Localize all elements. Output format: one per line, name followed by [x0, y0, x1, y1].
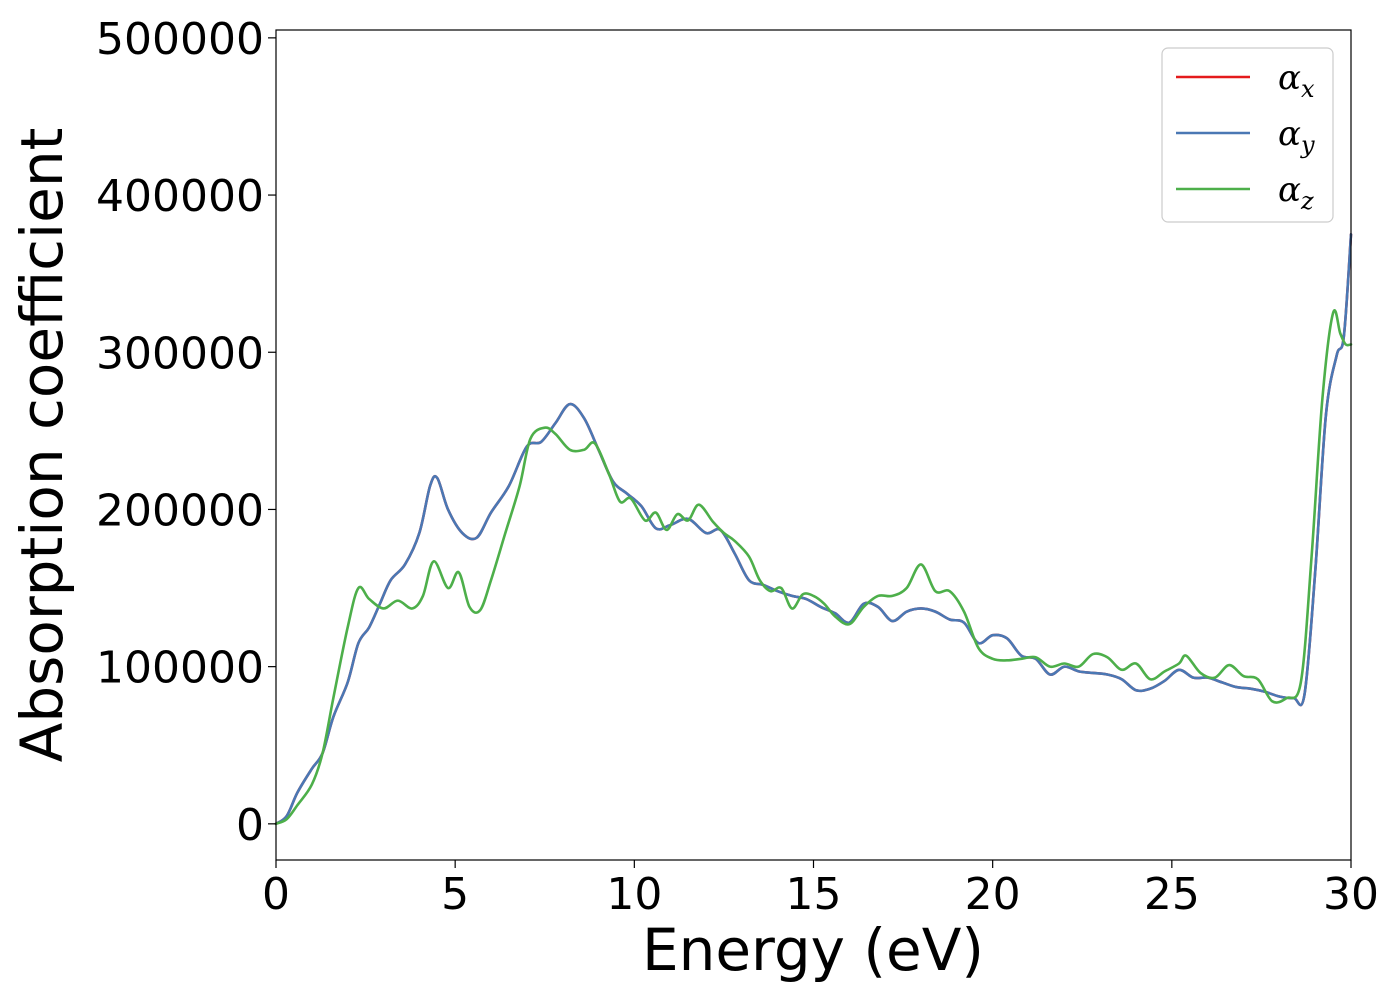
- y-tick-label: 300000: [96, 328, 264, 379]
- x-tick-label: 20: [965, 869, 1021, 920]
- y-axis-title: Absorption coefficient: [8, 128, 76, 763]
- legend: αx αy αz: [1161, 47, 1334, 223]
- x-tick-label: 30: [1323, 869, 1379, 920]
- series-line-y: [274, 233, 1353, 826]
- series-lines: [274, 233, 1353, 826]
- x-tick-label: 15: [786, 869, 842, 920]
- x-tick-label: 0: [262, 869, 290, 920]
- y-axis-ticks: 0 100000 200000 300000 400000 500000: [96, 14, 276, 851]
- legend-box: [1161, 47, 1334, 223]
- y-tick-label: 400000: [96, 171, 264, 222]
- series-line-x: [274, 233, 1353, 826]
- y-tick-label: 500000: [96, 14, 264, 65]
- y-tick-label: 200000: [96, 485, 264, 536]
- legend-label-z: αz: [1278, 170, 1314, 215]
- x-tick-label: 25: [1144, 869, 1200, 920]
- y-tick-label: 100000: [96, 643, 264, 694]
- x-axis-title: Energy (eV): [642, 916, 984, 984]
- x-tick-label: 10: [606, 869, 662, 920]
- series-line-z: [274, 309, 1353, 826]
- y-tick-label: 0: [236, 800, 264, 851]
- x-axis-ticks: 0 5 10 15 20 25 30: [262, 860, 1379, 920]
- x-tick-label: 5: [441, 869, 469, 920]
- legend-label-x: αx: [1278, 58, 1315, 103]
- legend-label-y: αy: [1278, 114, 1315, 159]
